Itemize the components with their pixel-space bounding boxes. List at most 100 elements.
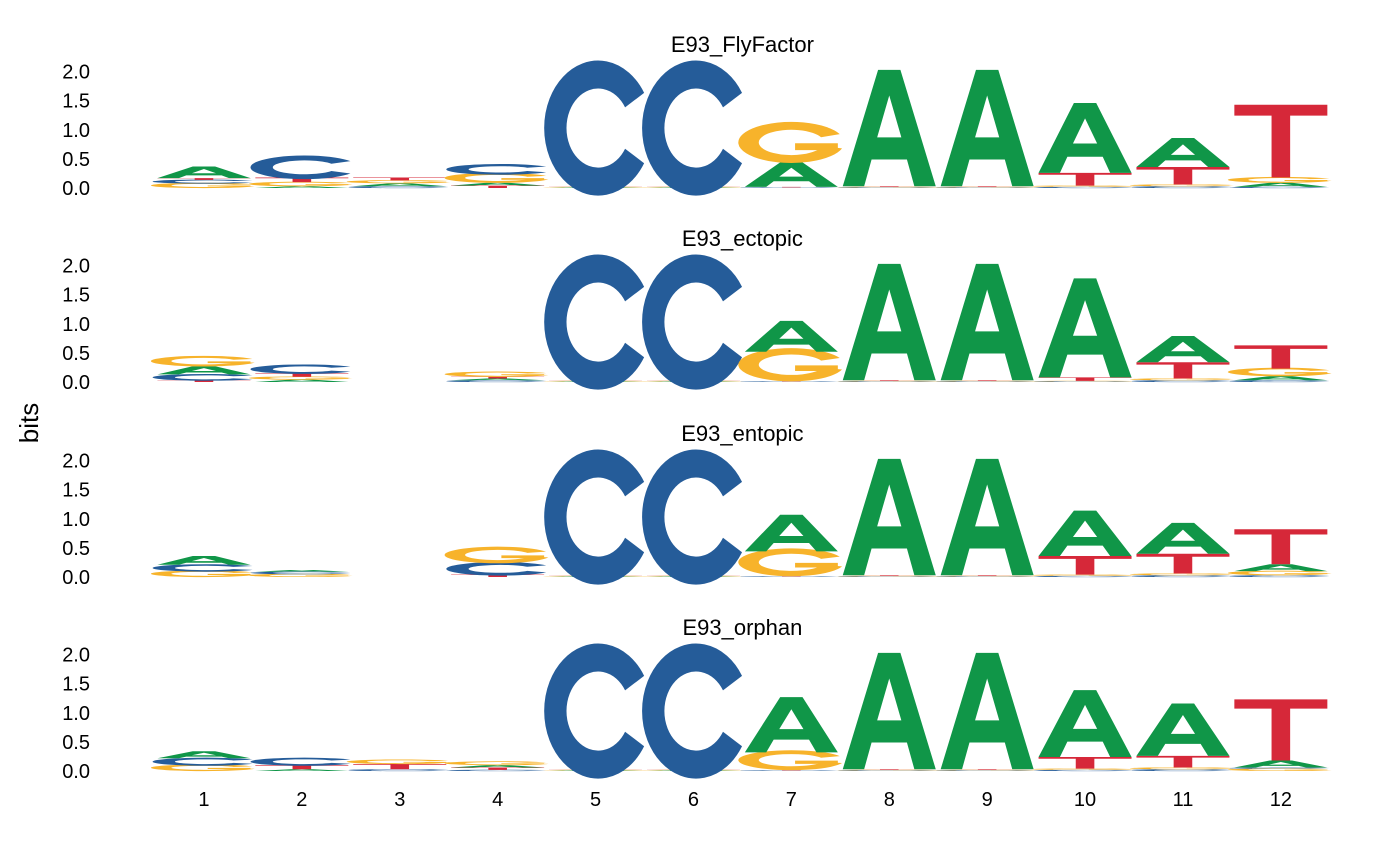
logo-letter-g	[444, 371, 549, 377]
logo-letter-g	[934, 186, 1038, 188]
logo-letter-t	[940, 769, 1034, 770]
logo-letter-g	[151, 764, 255, 772]
logo-letter-t	[255, 373, 349, 377]
logo-letter-g	[1130, 378, 1234, 381]
logo-letter-c	[544, 254, 645, 390]
logo-letter-a	[940, 458, 1034, 576]
logo-letter-a	[255, 186, 349, 188]
y-tick-label: 1.0	[62, 314, 90, 336]
logo-letter-t	[940, 575, 1034, 576]
x-tick-label: 12	[1270, 789, 1292, 811]
logo-letter-c	[1229, 380, 1330, 383]
logo-letter-c	[936, 187, 1036, 189]
logo-letter-t	[842, 575, 936, 576]
logo-panel: E93_FlyFactor 0.0 0.5 1.0 1.5 2.0	[62, 32, 1332, 200]
logo-letter-a	[744, 697, 838, 753]
panel-title: E93_ectopic	[682, 226, 803, 251]
logo-letter-t	[1038, 757, 1132, 769]
logo-letter-t	[1136, 755, 1230, 768]
logo-letter-t	[1136, 167, 1230, 185]
x-tick-label: 2	[296, 789, 307, 811]
logo-letter-t	[842, 769, 936, 770]
logo-letter-g	[1130, 184, 1234, 187]
logo-letter-t	[451, 185, 545, 188]
y-tick-label: 2.0	[62, 645, 90, 667]
logo-letter-c	[1033, 381, 1134, 383]
logo-panels: E93_FlyFactor 0.0 0.5 1.0 1.5 2.0 E93_ectopic 0…	[62, 32, 1332, 783]
logo-letter-a	[157, 166, 251, 179]
logo-letter-g	[738, 121, 843, 163]
logo-letter-g	[1227, 768, 1332, 772]
logo-letter-a	[842, 69, 936, 187]
logo-letter-g	[248, 573, 353, 578]
logo-letter-c	[446, 769, 547, 772]
logo-letter-t	[451, 574, 545, 577]
logo-letter-c	[1229, 767, 1330, 769]
y-tick-label: 0.5	[62, 149, 90, 171]
logo-letter-c	[1131, 380, 1232, 383]
panel-title: E93_orphan	[682, 615, 802, 640]
logo-letter-a	[157, 751, 251, 759]
logo-letter-c	[1131, 769, 1232, 772]
logo-letter-a	[1136, 703, 1230, 756]
logo-letter-t	[1234, 104, 1328, 178]
logo-letter-a	[1234, 760, 1328, 768]
panel-title: E93_FlyFactor	[671, 32, 814, 57]
logo-letter-c	[446, 163, 547, 175]
logo-letter-c	[250, 757, 351, 766]
y-tick-label: 2.0	[62, 62, 90, 84]
logo-letter-c	[838, 381, 938, 383]
logo-letter-c	[152, 757, 253, 766]
logo-letter-g	[444, 546, 549, 564]
logo-letter-a	[1038, 690, 1132, 758]
logo-letter-c	[642, 60, 743, 196]
logo-letter-a	[1038, 510, 1132, 557]
logo-letter-t	[255, 177, 349, 183]
logo-letter-a	[744, 162, 838, 187]
logo-letter-c	[1131, 575, 1232, 578]
logo-letter-t	[451, 376, 545, 379]
logo-letter-a	[451, 378, 545, 381]
x-tick-label: 3	[394, 789, 405, 811]
y-tick-label: 1.5	[62, 91, 90, 113]
logo-letter-g	[934, 380, 1038, 382]
logo-letter-t	[1136, 553, 1230, 574]
logo-letter-a	[842, 458, 936, 576]
logo-letter-c	[446, 562, 547, 576]
logo-letter-a	[842, 263, 936, 381]
x-tick-label: 1	[198, 789, 209, 811]
y-tick-label: 1.5	[62, 674, 90, 696]
logo-letter-g	[1227, 176, 1332, 183]
logo-letter-g	[1032, 768, 1136, 770]
logo-letter-g	[934, 769, 1038, 771]
logo-letter-g	[1227, 570, 1332, 576]
logo-letter-c	[740, 381, 840, 383]
logo-letter-g	[151, 182, 255, 189]
logo-letter-g	[738, 548, 843, 577]
logo-letter-c	[642, 254, 743, 390]
logo-letter-a	[451, 765, 545, 768]
logo-letter-t	[1038, 172, 1132, 186]
logo-letter-g	[1032, 574, 1136, 576]
logo-letter-a	[255, 769, 349, 771]
logo-letter-c	[642, 643, 743, 779]
logo-letter-c	[936, 770, 1036, 772]
logo-letter-g	[248, 376, 353, 380]
logo-letter-t	[1234, 529, 1328, 565]
y-tick-label: 1.5	[62, 480, 90, 502]
logo-letter-c	[544, 60, 645, 196]
logo-letter-a	[157, 556, 251, 565]
logo-letter-g	[934, 575, 1038, 577]
logo-letter-a	[1234, 376, 1328, 381]
y-tick-label: 2.0	[62, 451, 90, 473]
logo-letter-c	[838, 770, 938, 772]
logo-letter-a	[1038, 103, 1132, 173]
logo-letter-a	[353, 183, 447, 187]
y-tick-label: 0.0	[62, 567, 90, 589]
logo-letter-t	[353, 764, 447, 770]
logo-letter-c	[348, 769, 449, 772]
logo-letter-a	[744, 514, 838, 552]
x-tick-label: 5	[590, 789, 601, 811]
logo-letter-t	[1234, 345, 1328, 369]
